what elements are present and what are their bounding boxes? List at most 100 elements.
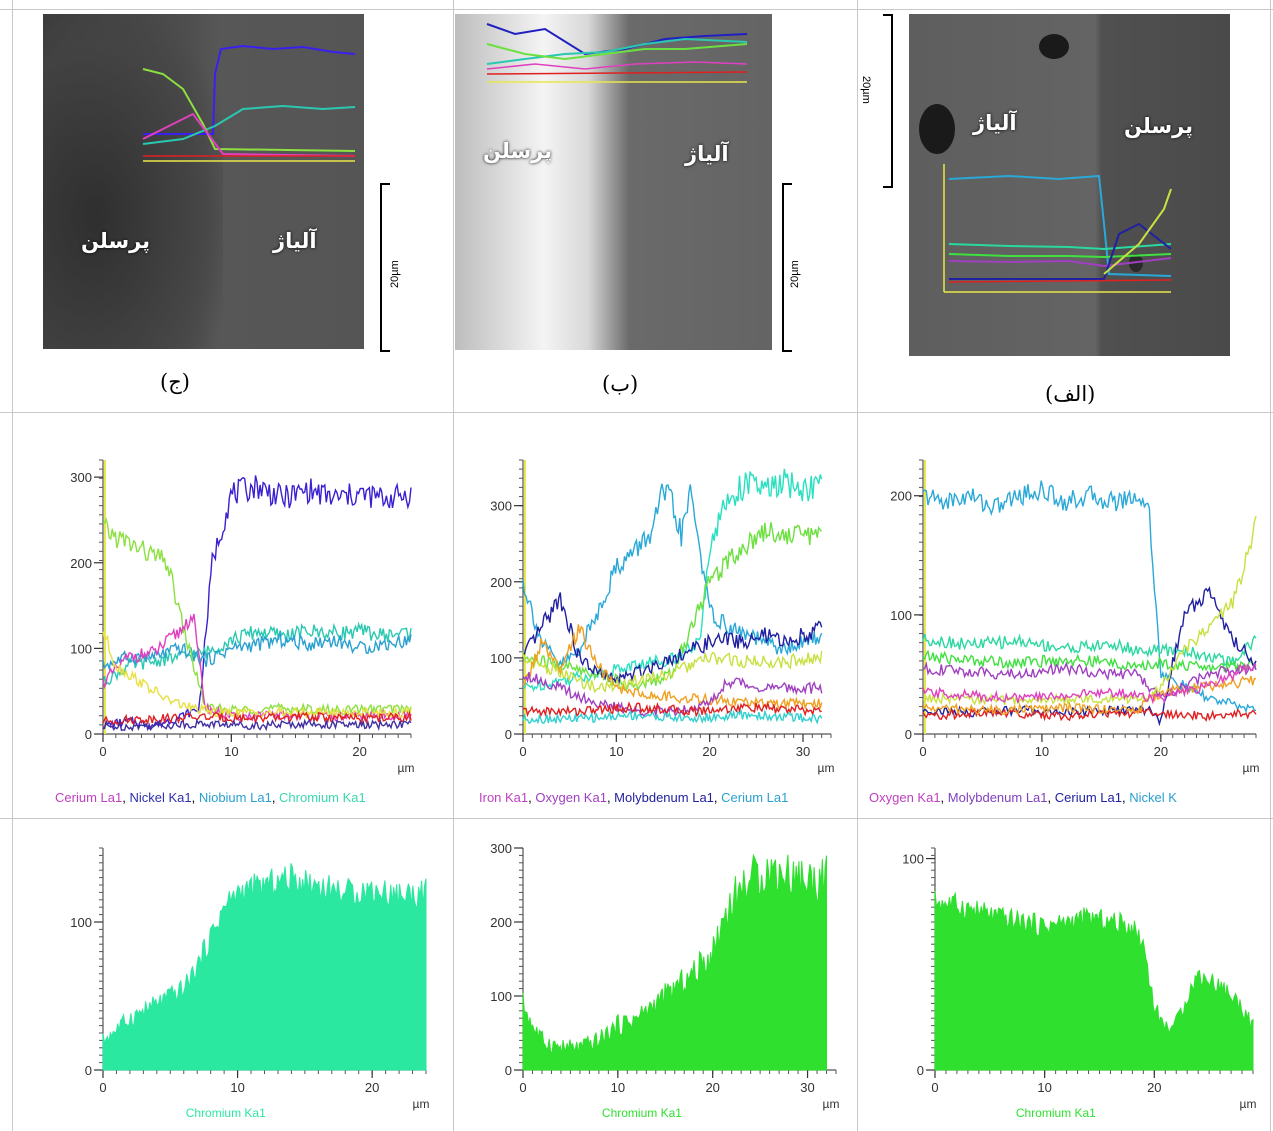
grid-line <box>12 0 13 1131</box>
y-tick-label: 0 <box>85 727 92 742</box>
series-line <box>922 706 1257 722</box>
chromium-area <box>522 853 828 1071</box>
y-tick-label: 0 <box>505 727 512 742</box>
grid-line <box>0 412 1273 413</box>
y-tick-label: 200 <box>490 575 512 590</box>
x-tick-label: 0 <box>519 1080 526 1095</box>
y-tick-label: 100 <box>70 641 92 656</box>
series-line <box>922 662 1257 705</box>
x-tick-label: 0 <box>919 744 926 759</box>
series-line <box>522 624 823 709</box>
x-tick-label: 0 <box>931 1080 938 1095</box>
scale-bar-left <box>380 183 390 352</box>
y-tick-label: 300 <box>490 499 512 514</box>
legend-item: Chromium Ka1 <box>279 790 366 805</box>
legend-item: Iron Ka1 <box>479 790 529 805</box>
y-tick-label: 200 <box>890 489 912 504</box>
legend-right: Oxygen Ka1, Molybdenum La1, Cerium La1, … <box>869 790 1177 805</box>
chromium-area <box>934 890 1254 1071</box>
scale-label-middle: 20µm <box>789 260 801 288</box>
x-tick-label: 20 <box>1154 744 1168 759</box>
x-tick-label: 10 <box>230 1080 244 1095</box>
x-tick-label: 30 <box>796 744 810 759</box>
grid-line <box>453 0 454 1131</box>
series-line <box>102 517 412 716</box>
y-tick-label: 200 <box>490 915 512 930</box>
legend-item: Oxygen Ka1 <box>869 790 941 805</box>
y-tick-label: 200 <box>70 556 92 571</box>
caption-right: (الف) <box>1045 382 1096 406</box>
legend-item: Niobium La1 <box>198 790 272 805</box>
y-tick-label: 300 <box>490 841 512 856</box>
series-line <box>922 480 1257 714</box>
x-tick-label: 20 <box>702 744 716 759</box>
sem-overlay-left <box>142 44 356 162</box>
x-axis-label: µm <box>398 761 415 775</box>
series-line <box>102 621 412 686</box>
legend-item: Cerium La1 <box>55 790 123 805</box>
label-porcelain: پرسلن <box>81 229 151 253</box>
x-tick-label: 20 <box>365 1080 379 1095</box>
legend-item: Nickel Ka1 <box>129 790 192 805</box>
series-line <box>522 592 823 686</box>
series-line <box>922 515 1257 706</box>
legend-item: Oxygen Ka1 <box>535 790 607 805</box>
series-line <box>102 718 412 732</box>
series-line <box>922 633 1257 667</box>
x-tick-label: 0 <box>519 744 526 759</box>
legend-item: Molybdenum La1 <box>614 790 714 805</box>
x-tick-label: 10 <box>1037 1080 1051 1095</box>
pore <box>919 104 955 154</box>
series-line <box>102 630 412 672</box>
sem-image-left: پرسلن آلیاژ <box>43 14 364 349</box>
legend-item: Molybdenum La1 <box>947 790 1048 805</box>
label-porcelain: پرسلن <box>1124 114 1194 138</box>
caption-middle: (ب) <box>602 372 639 396</box>
x-tick-label: 10 <box>224 744 238 759</box>
grid-line <box>857 0 858 1131</box>
series-line <box>102 613 412 723</box>
series-line <box>102 710 412 726</box>
y-tick-label: 100 <box>890 608 912 623</box>
label-alloy: آلیاژ <box>273 229 317 253</box>
series-line <box>522 468 823 693</box>
series-line <box>922 661 1257 699</box>
legend-left: Cerium La1, Nickel Ka1, Niobium La1, Chr… <box>55 790 366 805</box>
sem-overlay-middle <box>486 23 748 83</box>
grid-line <box>0 818 1273 819</box>
caption-left: (ج) <box>160 370 190 394</box>
x-axis-label: µm <box>1243 761 1260 775</box>
series-line <box>522 483 823 669</box>
chromium-area <box>102 863 427 1071</box>
y-tick-label: 100 <box>490 651 512 666</box>
y-tick-label: 100 <box>490 989 512 1004</box>
area-chart-left: 0 10 20 0 100 µm Chromium Ka1 <box>70 847 430 1120</box>
x-tick-label: 30 <box>800 1080 814 1095</box>
chart-title: Chromium Ka1 <box>1016 1106 1096 1120</box>
label-alloy: آلیاژ <box>973 111 1017 135</box>
scale-label-left: 20µm <box>389 260 401 288</box>
x-tick-label: 20 <box>705 1080 719 1095</box>
x-tick-label: 10 <box>1035 744 1049 759</box>
x-axis-label: µm <box>818 761 835 775</box>
y-tick-label: 100 <box>902 852 924 867</box>
label-porcelain: پرسلن <box>483 139 553 163</box>
scale-bar-middle <box>782 183 792 352</box>
y-tick-label: 0 <box>505 1063 512 1078</box>
y-tick-label: 0 <box>85 1063 92 1078</box>
pore <box>1039 34 1069 59</box>
x-tick-label: 10 <box>611 1080 625 1095</box>
series-line <box>522 701 822 718</box>
sem-overlay-right <box>943 164 1172 293</box>
x-tick-label: 0 <box>99 1080 106 1095</box>
x-tick-label: 20 <box>1147 1080 1161 1095</box>
x-tick-label: 20 <box>352 744 366 759</box>
x-axis-label: µm <box>413 1097 430 1111</box>
y-tick-label: 100 <box>70 915 92 930</box>
y-tick-label: 0 <box>905 727 912 742</box>
sem-image-right: آلیاژ پرسلن <box>909 14 1230 356</box>
series-line <box>522 671 823 718</box>
series-line <box>102 631 412 720</box>
